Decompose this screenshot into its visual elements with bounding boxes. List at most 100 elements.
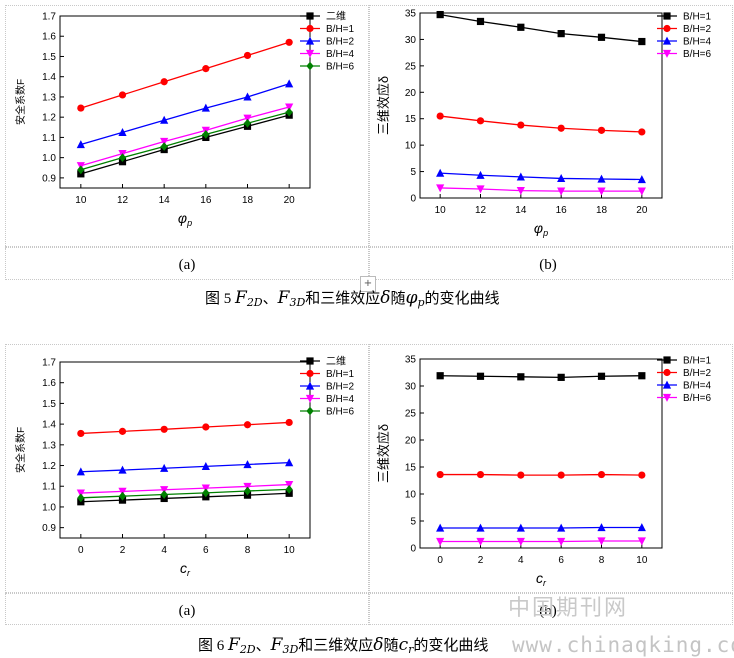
sub-3d: 3D (282, 643, 299, 656)
f2d-symbol: F2D (235, 288, 263, 309)
caption-text1: 和三维效应 (305, 291, 381, 307)
series-line (440, 473, 642, 476)
data-point (436, 184, 445, 193)
data-point (201, 461, 210, 470)
x-tick-label: 6 (203, 545, 209, 556)
plus-icon[interactable]: + (360, 276, 376, 292)
series-line (440, 172, 642, 181)
legend-label: 二维 (326, 355, 346, 368)
data-point (243, 421, 252, 429)
x-axis-sub: p (542, 228, 548, 238)
data-point (597, 470, 606, 479)
series-line (440, 540, 642, 543)
x-tick-label: 14 (515, 205, 527, 216)
x-tick-label: 12 (117, 195, 129, 206)
x-tick-label: 8 (599, 555, 605, 566)
data-point (557, 537, 566, 546)
delta-symbol: δ (373, 635, 384, 655)
data-point (476, 17, 485, 26)
y-tick-label: 35 (405, 9, 417, 20)
legend-label: B/H=2 (326, 382, 355, 393)
data-point (285, 418, 293, 427)
legend-label: B/H=6 (683, 49, 712, 60)
f3d-symbol: F3D (271, 635, 299, 656)
caption-text1: 和三维效应 (298, 638, 374, 654)
caption-text3: 的变化曲线 (424, 291, 500, 307)
x-axis-label: φp (534, 220, 548, 238)
y-tick-label: 10 (405, 141, 417, 152)
legend-marker (306, 12, 314, 20)
data-point (160, 78, 168, 86)
legend-marker (663, 12, 671, 20)
fig5-caption: 图 5 F2D、F3D和三维效应δ随φp的变化曲线 (205, 287, 500, 309)
series-line (440, 115, 642, 133)
data-point (517, 471, 525, 479)
x-tick-label: 20 (284, 195, 296, 206)
series-line (440, 13, 642, 43)
x-tick-label: 4 (161, 545, 167, 556)
data-point (243, 118, 252, 128)
data-point (476, 470, 485, 479)
x-tick-label: 8 (245, 545, 251, 556)
plot-frame (419, 358, 663, 549)
data-point (597, 33, 606, 41)
y-axis-label: 三维效应δ (376, 76, 391, 135)
var-symbol: cr (399, 635, 414, 656)
data-point (160, 425, 168, 433)
data-point (557, 174, 566, 183)
y-tick-label: 1.6 (42, 32, 56, 43)
legend-label: B/H=6 (326, 407, 355, 418)
data-point (285, 103, 294, 112)
caption-prefix: 图 5 (205, 291, 232, 307)
legend-label: B/H=4 (326, 49, 355, 60)
series-line (80, 83, 290, 146)
data-point (517, 373, 525, 381)
watermark-url: www.chinaqking.com (512, 633, 734, 657)
data-point (118, 427, 127, 435)
data-point (436, 523, 445, 532)
legend-marker (305, 49, 315, 58)
data-point (118, 127, 127, 136)
sub-2d: 2D (246, 296, 263, 309)
y-tick-label: 25 (405, 61, 417, 72)
series-line (440, 526, 642, 529)
y-tick-label: 25 (405, 409, 417, 420)
x-tick-label: 18 (242, 195, 254, 206)
var-letter: φ (405, 288, 418, 308)
y-tick-label: 35 (405, 355, 417, 366)
plot-frame (59, 15, 311, 189)
data-point (285, 458, 294, 467)
y-tick-label: 1.0 (42, 153, 56, 164)
data-point (285, 38, 293, 46)
var-sub: p (417, 296, 425, 309)
data-point (76, 140, 85, 149)
x-tick-label: 10 (435, 205, 447, 216)
data-point (517, 23, 525, 31)
y-tick-label: 15 (405, 463, 417, 474)
legend-label: B/H=6 (683, 393, 712, 404)
legend-marker (662, 49, 672, 58)
legend-marker (663, 24, 671, 33)
data-point (436, 168, 445, 177)
y-axis-label: 三维效应δ (376, 424, 391, 483)
legend-label: B/H=4 (683, 37, 712, 48)
data-point (202, 129, 210, 139)
data-point (118, 91, 127, 99)
series-line (80, 483, 290, 494)
legend-label: B/H=4 (683, 381, 712, 392)
data-point (557, 523, 566, 532)
data-point (637, 187, 646, 196)
legend-marker (306, 24, 314, 33)
legend-label: B/H=6 (326, 62, 355, 73)
data-point (476, 185, 485, 194)
legend-marker (663, 368, 671, 377)
x-axis-symbol: c (536, 570, 543, 586)
x-axis-label: cr (180, 560, 191, 578)
x-tick-label: 20 (636, 205, 648, 216)
data-point (476, 170, 485, 179)
data-point (637, 523, 646, 532)
y-tick-label: 1.1 (42, 482, 56, 493)
legend-label: B/H=1 (326, 369, 355, 380)
chart-fig6a: 0.9 1.0 1.1 1.2 1.3 1.4 1.5 1.6 1.7 0 2 4 6 8 10 cr 安全系数… (14, 355, 355, 579)
fig6-label-a: (a) (178, 603, 196, 619)
